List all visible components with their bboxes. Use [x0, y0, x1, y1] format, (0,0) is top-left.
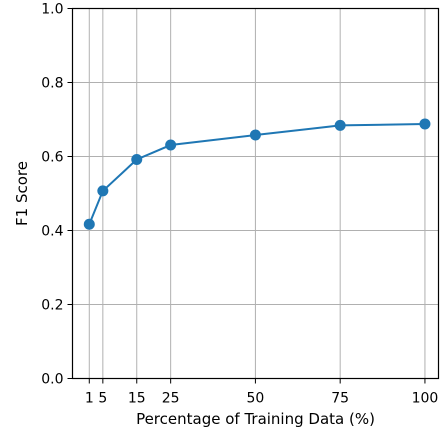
- x-tick-label: 100: [412, 391, 439, 407]
- grid: [72, 8, 439, 379]
- x-axis-label: Percentage of Training Data (%): [136, 410, 375, 428]
- data-points: [83, 118, 431, 230]
- y-tick-label: 0.6: [41, 150, 63, 166]
- data-point: [83, 218, 95, 230]
- x-tick-label: 25: [162, 391, 180, 407]
- y-axis-label: F1 Score: [13, 161, 31, 226]
- x-axis: 1 5 15 25 50 75 100: [85, 378, 439, 407]
- y-tick-label: 1.0: [41, 2, 63, 18]
- data-point: [334, 119, 346, 131]
- x-tick-label: 1: [85, 391, 94, 407]
- data-point: [131, 153, 143, 165]
- data-point: [165, 139, 177, 151]
- y-tick-label: 0.2: [41, 298, 63, 314]
- data-point: [249, 129, 261, 141]
- x-tick-label: 50: [247, 391, 265, 407]
- y-tick-label: 0.8: [41, 76, 63, 92]
- data-point: [97, 185, 109, 197]
- y-axis: 0.0 0.2 0.4 0.6 0.8 1.0: [41, 2, 73, 388]
- y-tick-label: 0.4: [41, 224, 63, 240]
- x-tick-label: 5: [98, 391, 107, 407]
- data-point: [419, 118, 431, 130]
- y-tick-label: 0.0: [41, 372, 63, 388]
- x-tick-label: 75: [331, 391, 349, 407]
- x-tick-label: 15: [128, 391, 146, 407]
